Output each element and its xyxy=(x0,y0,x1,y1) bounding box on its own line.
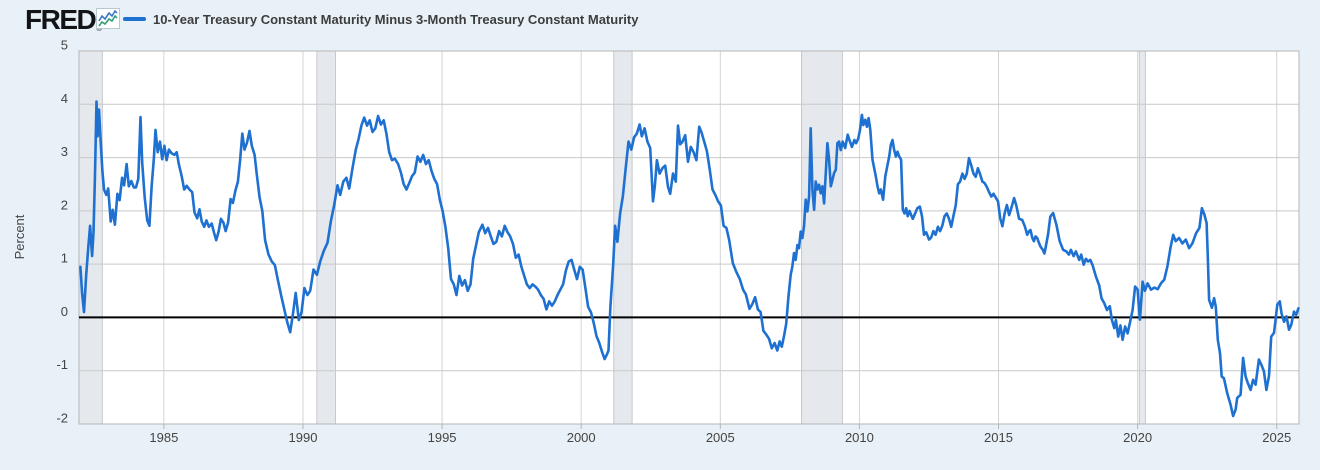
y-tick-label: 5 xyxy=(61,38,68,53)
x-tick-label: 2000 xyxy=(567,430,596,445)
x-tick-label: 1985 xyxy=(149,430,178,445)
y-tick-label: -1 xyxy=(56,357,68,372)
y-tick-label: -2 xyxy=(56,411,68,426)
y-tick-label: 3 xyxy=(61,144,68,159)
fred-logo[interactable]: FRED® xyxy=(25,4,102,36)
recession-band xyxy=(801,51,843,424)
fred-logo-text: FRED xyxy=(25,4,97,35)
icon-green-line xyxy=(98,14,118,27)
x-tick-label: 2020 xyxy=(1123,430,1152,445)
x-tick-label: 1995 xyxy=(428,430,457,445)
plot-area xyxy=(79,51,1299,424)
chart-header: FRED® 10-Year Treasury Constant Maturity… xyxy=(0,0,1320,40)
icon-blue-line xyxy=(98,9,118,22)
x-tick-label: 2015 xyxy=(984,430,1013,445)
legend-line-swatch xyxy=(123,17,146,21)
y-tick-label: 1 xyxy=(61,251,68,266)
recession-band xyxy=(1139,51,1146,424)
series-line xyxy=(79,100,1300,418)
plot-border xyxy=(78,50,1300,425)
x-tick-label: 2025 xyxy=(1262,430,1291,445)
recession-band xyxy=(316,51,336,424)
x-tick-label: 2010 xyxy=(845,430,874,445)
x-tick-label: 1990 xyxy=(289,430,318,445)
y-axis-title: Percent xyxy=(12,214,27,259)
y-tick-label: 2 xyxy=(61,197,68,212)
y-tick-label: 0 xyxy=(61,304,68,319)
y-tick-label: 4 xyxy=(61,91,68,106)
fred-graph-icon xyxy=(96,8,120,29)
x-tick-label: 2005 xyxy=(706,430,735,445)
legend-series-label[interactable]: 10-Year Treasury Constant Maturity Minus… xyxy=(153,12,639,27)
